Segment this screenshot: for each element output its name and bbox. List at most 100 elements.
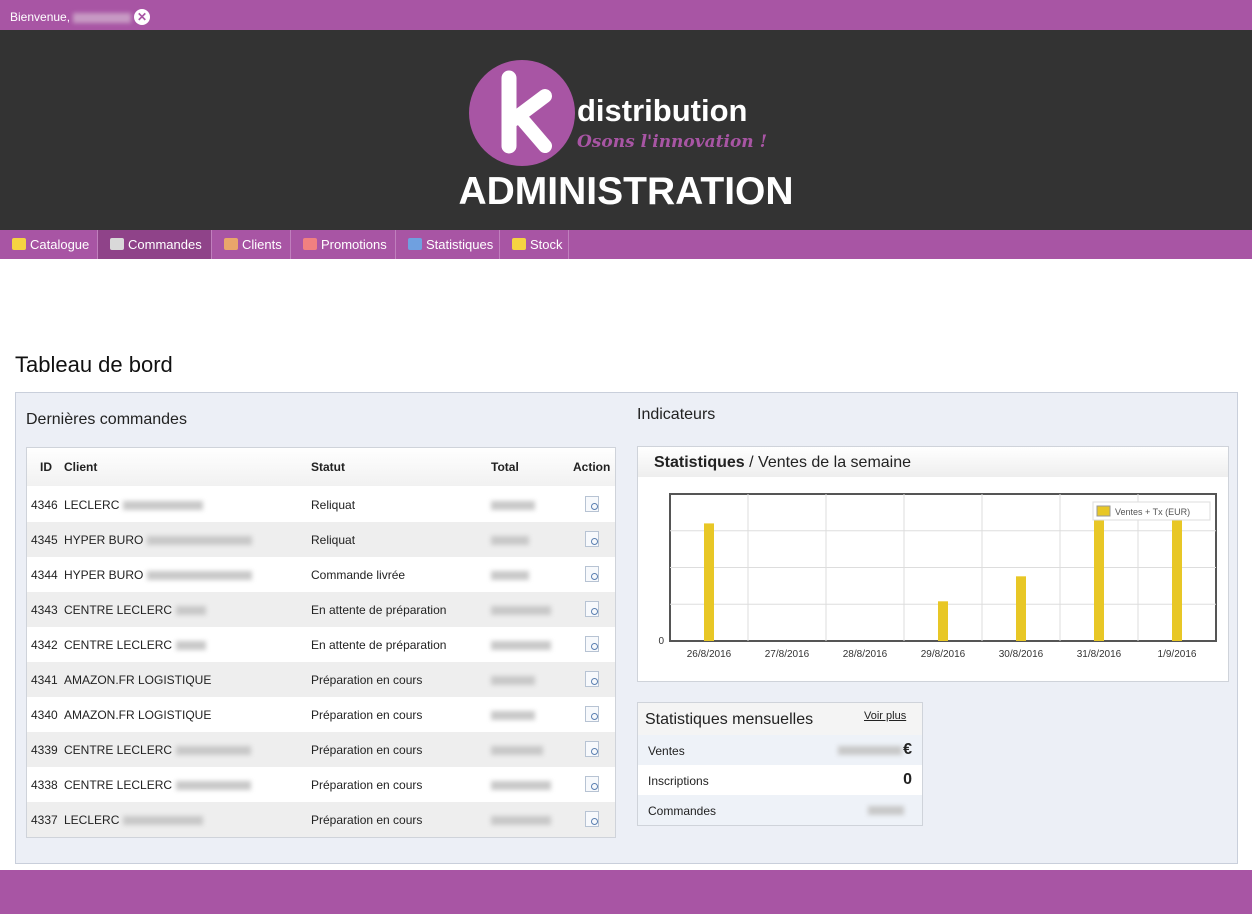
order-status: Préparation en cours [311, 813, 423, 827]
order-id: 4339 [31, 743, 58, 757]
table-row[interactable]: 4344 HYPER BURO Commande livrée [27, 557, 615, 592]
chart-bar [1094, 502, 1104, 641]
order-status: Préparation en cours [311, 778, 423, 792]
weekly-stats-header: Statistiques / Ventes de la semaine [638, 447, 1228, 477]
monthly-stats-box: Statistiques mensuelles Voir plus Ventes… [637, 702, 923, 826]
view-order-icon[interactable] [585, 531, 599, 547]
nav-item-statistiques[interactable]: Statistiques [396, 230, 500, 259]
order-total [487, 568, 529, 582]
nav-label: Clients [242, 237, 282, 252]
folder-icon [12, 238, 26, 250]
table-row[interactable]: 4339 CENTRE LECLERC Préparation en cours [27, 732, 615, 767]
main-nav: Catalogue Commandes Clients Promotions S… [0, 230, 1252, 259]
nav-item-commandes[interactable]: Commandes [98, 230, 212, 259]
monthly-stats-header: Statistiques mensuelles Voir plus [638, 703, 922, 735]
redacted-text [176, 606, 207, 616]
voir-plus-link[interactable]: Voir plus [864, 710, 907, 722]
weekly-sales-chart: 26/8/2016 27/8/2016 28/8/2016 29/8/2016 30/8… [658, 493, 1217, 660]
client-name: CENTRE LECLERC [64, 778, 173, 792]
table-row[interactable]: 4337 LECLERC Préparation en cours [27, 802, 615, 837]
chart-bar [1016, 576, 1026, 641]
order-client: AMAZON.FR LOGISTIQUE [64, 708, 212, 722]
col-id[interactable]: ID [40, 460, 52, 474]
order-total [487, 533, 529, 547]
view-order-icon[interactable] [585, 636, 599, 652]
redacted-text [176, 641, 207, 651]
client-name: CENTRE LECLERC [64, 603, 173, 617]
table-row[interactable]: 4343 CENTRE LECLERC En attente de prépar… [27, 592, 615, 627]
welcome-label: Bienvenue, [10, 10, 71, 24]
order-status: En attente de préparation [311, 603, 447, 617]
table-row[interactable]: 4345 HYPER BURO Reliquat [27, 522, 615, 557]
monthly-value: € [903, 741, 912, 758]
view-order-icon[interactable] [585, 566, 599, 582]
logo [469, 60, 575, 166]
order-total [487, 743, 543, 757]
weekly-stats-title: Statistiques / Ventes de la semaine [654, 454, 911, 472]
view-order-icon[interactable] [585, 601, 599, 617]
x-tick-label: 1/9/2016 [1158, 649, 1197, 660]
redacted-text [123, 816, 204, 826]
client-name: LECLERC [64, 498, 120, 512]
redacted-text [147, 571, 253, 581]
order-total [487, 708, 535, 722]
order-client: HYPER BURO [64, 568, 253, 582]
legend-box [1092, 501, 1211, 521]
table-row[interactable]: 4340 AMAZON.FR LOGISTIQUE Préparation en… [27, 697, 615, 732]
client-name: LECLERC [64, 813, 120, 827]
admin-title: ADMINISTRATION [458, 170, 794, 213]
monthly-label: Ventes [648, 744, 685, 758]
brand-name: distribution [577, 93, 748, 128]
page-title: Tableau de bord [15, 352, 173, 377]
view-order-icon[interactable] [585, 811, 599, 827]
stock-icon [512, 238, 526, 250]
col-client[interactable]: Client [64, 460, 98, 474]
order-id: 4345 [31, 533, 58, 547]
col-action: Action [573, 460, 611, 474]
order-id: 4343 [31, 603, 58, 617]
welcome-text: Bienvenue, [10, 10, 132, 24]
table-row[interactable]: 4338 CENTRE LECLERC Préparation en cours [27, 767, 615, 802]
stats-icon [408, 238, 422, 250]
redacted-text [176, 781, 252, 791]
view-order-icon[interactable] [585, 496, 599, 512]
redacted-text [491, 606, 551, 616]
cart-icon [110, 238, 124, 250]
nav-item-promotions[interactable]: Promotions [291, 230, 396, 259]
order-status: Reliquat [311, 533, 356, 547]
view-order-icon[interactable] [585, 741, 599, 757]
view-order-icon[interactable] [585, 776, 599, 792]
brand-slogan: Osons l'innovation ! [577, 132, 768, 152]
nav-item-catalogue[interactable]: Catalogue [0, 230, 98, 259]
redacted-text [491, 816, 551, 826]
view-order-icon[interactable] [585, 671, 599, 687]
redacted-text [491, 781, 551, 791]
order-total [487, 813, 551, 827]
order-total [487, 778, 551, 792]
order-id: 4341 [31, 673, 58, 687]
nav-item-stock[interactable]: Stock [500, 230, 569, 259]
view-order-icon[interactable] [585, 706, 599, 722]
redacted-text [838, 746, 902, 755]
x-tick-label: 26/8/2016 [687, 649, 732, 660]
col-total[interactable]: Total [491, 460, 519, 474]
table-row[interactable]: 4346 LECLERC Reliquat [27, 487, 615, 522]
redacted-text [176, 746, 252, 756]
order-client: CENTRE LECLERC [64, 603, 207, 617]
site-header: distribution Osons l'innovation ! ADMINI… [0, 30, 1252, 230]
client-name: CENTRE LECLERC [64, 638, 173, 652]
col-status[interactable]: Statut [311, 460, 345, 474]
logout-close-icon[interactable]: ✕ [134, 9, 150, 25]
order-status: Préparation en cours [311, 743, 423, 757]
order-id: 4337 [31, 813, 58, 827]
redacted-text [491, 746, 543, 756]
nav-label: Stock [530, 237, 563, 252]
nav-item-clients[interactable]: Clients [212, 230, 291, 259]
x-tick-label: 30/8/2016 [999, 649, 1044, 660]
table-row[interactable]: 4341 AMAZON.FR LOGISTIQUE Préparation en… [27, 662, 615, 697]
legend-swatch [1096, 505, 1111, 517]
table-row[interactable]: 4342 CENTRE LECLERC En attente de prépar… [27, 627, 615, 662]
x-tick-label: 29/8/2016 [921, 649, 966, 660]
chart-bar [938, 601, 948, 641]
x-tick-label: 27/8/2016 [765, 649, 810, 660]
